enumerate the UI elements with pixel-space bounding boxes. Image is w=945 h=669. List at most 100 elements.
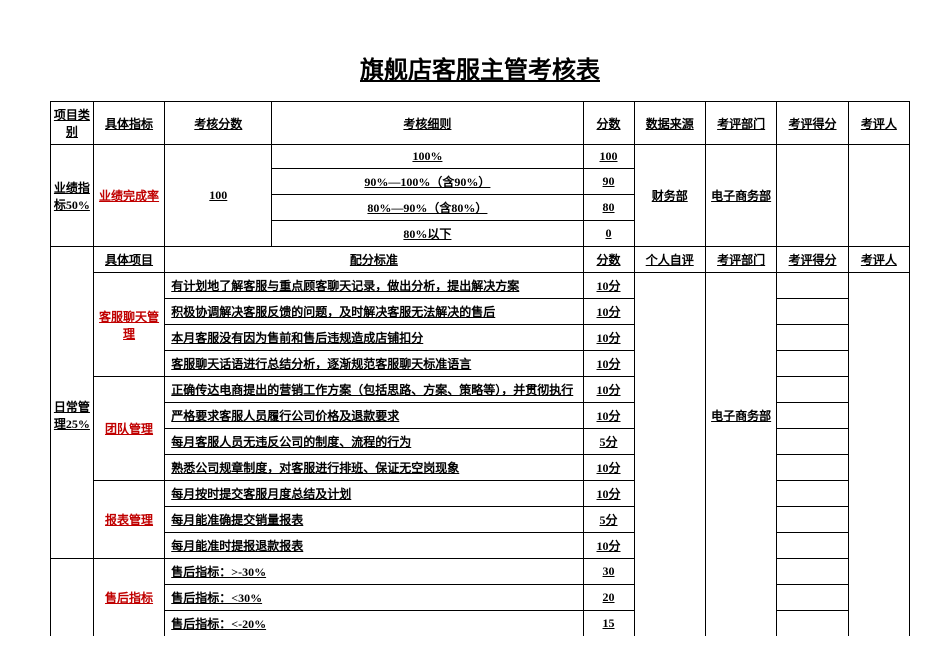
daily-reviewer	[848, 273, 909, 559]
s3-row-2: 售后指标：<-20% 15	[51, 611, 910, 637]
s3-p0: 30	[583, 559, 634, 585]
header2-row: 具体项目 配分标准 分数 个人自评 考评部门 考评得分 考评人	[51, 247, 910, 273]
g2-p0: 10分	[583, 481, 634, 507]
g1-d3: 熟悉公司规章制度，对客服进行排班、保证无空岗现象	[165, 455, 583, 481]
g2-name: 报表管理	[93, 481, 164, 559]
sheet-title: 旗舰店客服主管考核表	[50, 40, 910, 101]
hdr-points: 分数	[583, 102, 634, 145]
g2-row-2: 每月能准时提报退款报表 10分	[51, 533, 910, 559]
g1-p3: 10分	[583, 455, 634, 481]
daily-source	[634, 273, 705, 559]
hdr2-result: 考评得分	[777, 247, 848, 273]
header-row: 项目类别 具体指标 考核分数 考核细则 分数 数据来源 考评部门 考评得分 考评…	[51, 102, 910, 145]
g2-d2: 每月能准时提报退款报表	[165, 533, 583, 559]
g0-p3: 10分	[583, 351, 634, 377]
s3-p1: 20	[583, 585, 634, 611]
g2-r1	[777, 507, 848, 533]
g1-r3	[777, 455, 848, 481]
g0-r2	[777, 325, 848, 351]
g1-p0: 10分	[583, 377, 634, 403]
g2-p1: 5分	[583, 507, 634, 533]
g0-r1	[777, 299, 848, 325]
hdr2-points: 分数	[583, 247, 634, 273]
perf-category: 业绩指标50%	[51, 145, 94, 247]
g1-row-1: 严格要求客服人员履行公司价格及退款要求 10分	[51, 403, 910, 429]
hdr-source: 数据来源	[634, 102, 705, 145]
perf-reviewer	[848, 145, 909, 247]
g1-r1	[777, 403, 848, 429]
s3-p2: 15	[583, 611, 634, 637]
hdr2-detail: 配分标准	[165, 247, 583, 273]
hdr-reviewer: 考评人	[848, 102, 909, 145]
g0-p2: 10分	[583, 325, 634, 351]
s3-r1	[777, 585, 848, 611]
s3-cat	[51, 559, 94, 637]
s3-rev	[848, 559, 909, 637]
perf-row-0: 业绩指标50% 业绩完成率 100 100% 100 财务部 电子商务部	[51, 145, 910, 169]
hdr2-reviewer: 考评人	[848, 247, 909, 273]
s3-d0: 售后指标：>-30%	[165, 559, 583, 585]
g0-r3	[777, 351, 848, 377]
g0-name: 客服聊天管理	[93, 273, 164, 377]
perf-detail-0: 100%	[272, 145, 583, 169]
g1-p1: 10分	[583, 403, 634, 429]
perf-points-2: 80	[583, 195, 634, 221]
g0-p1: 10分	[583, 299, 634, 325]
s3-r0	[777, 559, 848, 585]
s3-row-1: 售后指标：<30% 20	[51, 585, 910, 611]
hdr-result: 考评得分	[777, 102, 848, 145]
perf-indicator: 业绩完成率	[93, 145, 164, 247]
s3-row-0: 售后指标 售后指标：>-30% 30	[51, 559, 910, 585]
g2-d0: 每月按时提交客服月度总结及计划	[165, 481, 583, 507]
assessment-sheet: 旗舰店客服主管考核表 项目类别 具体指标 考核分数 考核细则 分数 数据来源 考…	[50, 40, 910, 636]
daily-dept: 电子商务部	[705, 273, 776, 559]
g1-row-0: 团队管理 正确传达电商提出的营销工作方案（包括思路、方案、策略等），并贯彻执行 …	[51, 377, 910, 403]
hdr-detail: 考核细则	[272, 102, 583, 145]
g1-row-3: 熟悉公司规章制度，对客服进行排班、保证无空岗现象 10分	[51, 455, 910, 481]
hdr-score: 考核分数	[165, 102, 272, 145]
g1-p2: 5分	[583, 429, 634, 455]
g2-r2	[777, 533, 848, 559]
g0-d3: 客服聊天话语进行总结分析，逐渐规范客服聊天标准语言	[165, 351, 583, 377]
assessment-table: 项目类别 具体指标 考核分数 考核细则 分数 数据来源 考评部门 考评得分 考评…	[50, 101, 910, 636]
g0-d0: 有计划地了解客服与重点顾客聊天记录，做出分析，提出解决方案	[165, 273, 583, 299]
perf-points-0: 100	[583, 145, 634, 169]
perf-points-1: 90	[583, 169, 634, 195]
daily-category: 日常管理25%	[51, 273, 94, 559]
g0-d2: 本月客服没有因为售前和售后违规造成店铺扣分	[165, 325, 583, 351]
hdr2-source: 个人自评	[634, 247, 705, 273]
perf-dept: 电子商务部	[705, 145, 776, 247]
g1-d1: 严格要求客服人员履行公司价格及退款要求	[165, 403, 583, 429]
g0-row-0: 日常管理25% 客服聊天管理 有计划地了解客服与重点顾客聊天记录，做出分析，提出…	[51, 273, 910, 299]
g1-d0: 正确传达电商提出的营销工作方案（包括思路、方案、策略等），并贯彻执行	[165, 377, 583, 403]
g1-row-2: 每月客服人员无违反公司的制度、流程的行为 5分	[51, 429, 910, 455]
hdr2-blank	[51, 247, 94, 273]
g2-p2: 10分	[583, 533, 634, 559]
g1-name: 团队管理	[93, 377, 164, 481]
s3-r2	[777, 611, 848, 637]
perf-source: 财务部	[634, 145, 705, 247]
perf-detail-3: 80%以下	[272, 221, 583, 247]
g0-row-1: 积极协调解决客服反馈的问题，及时解决客服无法解决的售后 10分	[51, 299, 910, 325]
hdr2-indicator: 具体项目	[93, 247, 164, 273]
perf-points-3: 0	[583, 221, 634, 247]
g2-r0	[777, 481, 848, 507]
perf-score: 100	[165, 145, 272, 247]
s3-name: 售后指标	[93, 559, 164, 637]
hdr-dept: 考评部门	[705, 102, 776, 145]
g2-row-0: 报表管理 每月按时提交客服月度总结及计划 10分	[51, 481, 910, 507]
g0-d1: 积极协调解决客服反馈的问题，及时解决客服无法解决的售后	[165, 299, 583, 325]
s3-d2: 售后指标：<-20%	[165, 611, 583, 637]
g0-r0	[777, 273, 848, 299]
g1-r2	[777, 429, 848, 455]
g2-row-1: 每月能准确提交销量报表 5分	[51, 507, 910, 533]
s3-dept	[705, 559, 776, 637]
perf-detail-1: 90%—100%（含90%）	[272, 169, 583, 195]
hdr-indicator: 具体指标	[93, 102, 164, 145]
hdr2-dept: 考评部门	[705, 247, 776, 273]
s3-d1: 售后指标：<30%	[165, 585, 583, 611]
g1-r0	[777, 377, 848, 403]
g2-d1: 每月能准确提交销量报表	[165, 507, 583, 533]
perf-detail-2: 80%—90%（含80%）	[272, 195, 583, 221]
perf-result	[777, 145, 848, 247]
